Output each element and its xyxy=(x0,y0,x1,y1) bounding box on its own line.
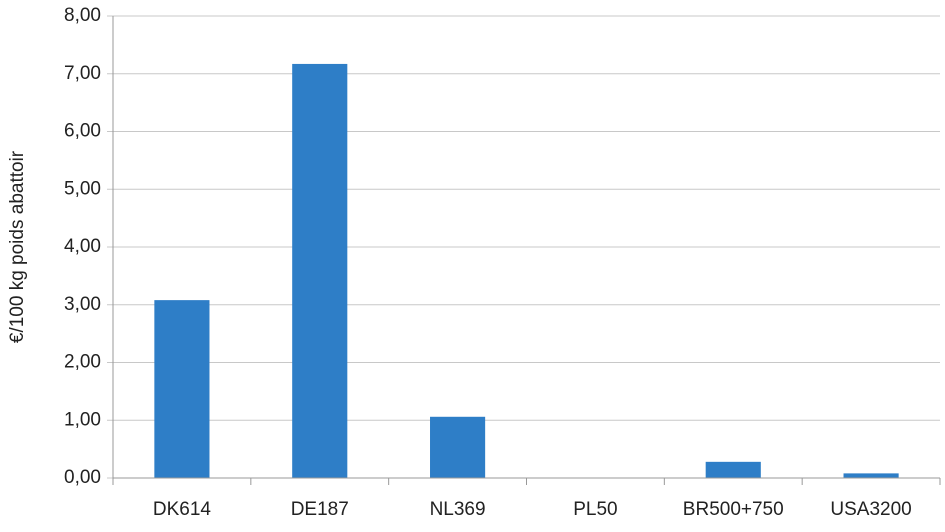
bar xyxy=(292,63,348,479)
x-tick-label: PL50 xyxy=(573,499,617,520)
x-tick-label: BR500+750 xyxy=(683,499,784,520)
x-tick-label: DK614 xyxy=(153,499,212,520)
y-tick-label: 0,00 xyxy=(64,467,101,488)
y-tick-label: 8,00 xyxy=(64,5,101,26)
x-tick-label: DE187 xyxy=(291,499,349,520)
x-tick-label: USA3200 xyxy=(830,499,911,520)
y-axis-label: €/100 kg poids abattoir xyxy=(7,150,28,343)
y-tick-label: 7,00 xyxy=(64,63,101,84)
bar xyxy=(430,416,486,478)
y-tick-label: 2,00 xyxy=(64,352,101,373)
bar xyxy=(843,473,899,478)
y-tick-label: 5,00 xyxy=(64,178,101,199)
y-tick-label: 3,00 xyxy=(64,294,101,315)
y-tick-label: 6,00 xyxy=(64,121,101,142)
x-tick-label: NL369 xyxy=(430,499,486,520)
bar xyxy=(705,461,761,478)
y-tick-label: 1,00 xyxy=(64,409,101,430)
y-tick-label: 4,00 xyxy=(64,236,101,257)
bar xyxy=(154,300,210,478)
